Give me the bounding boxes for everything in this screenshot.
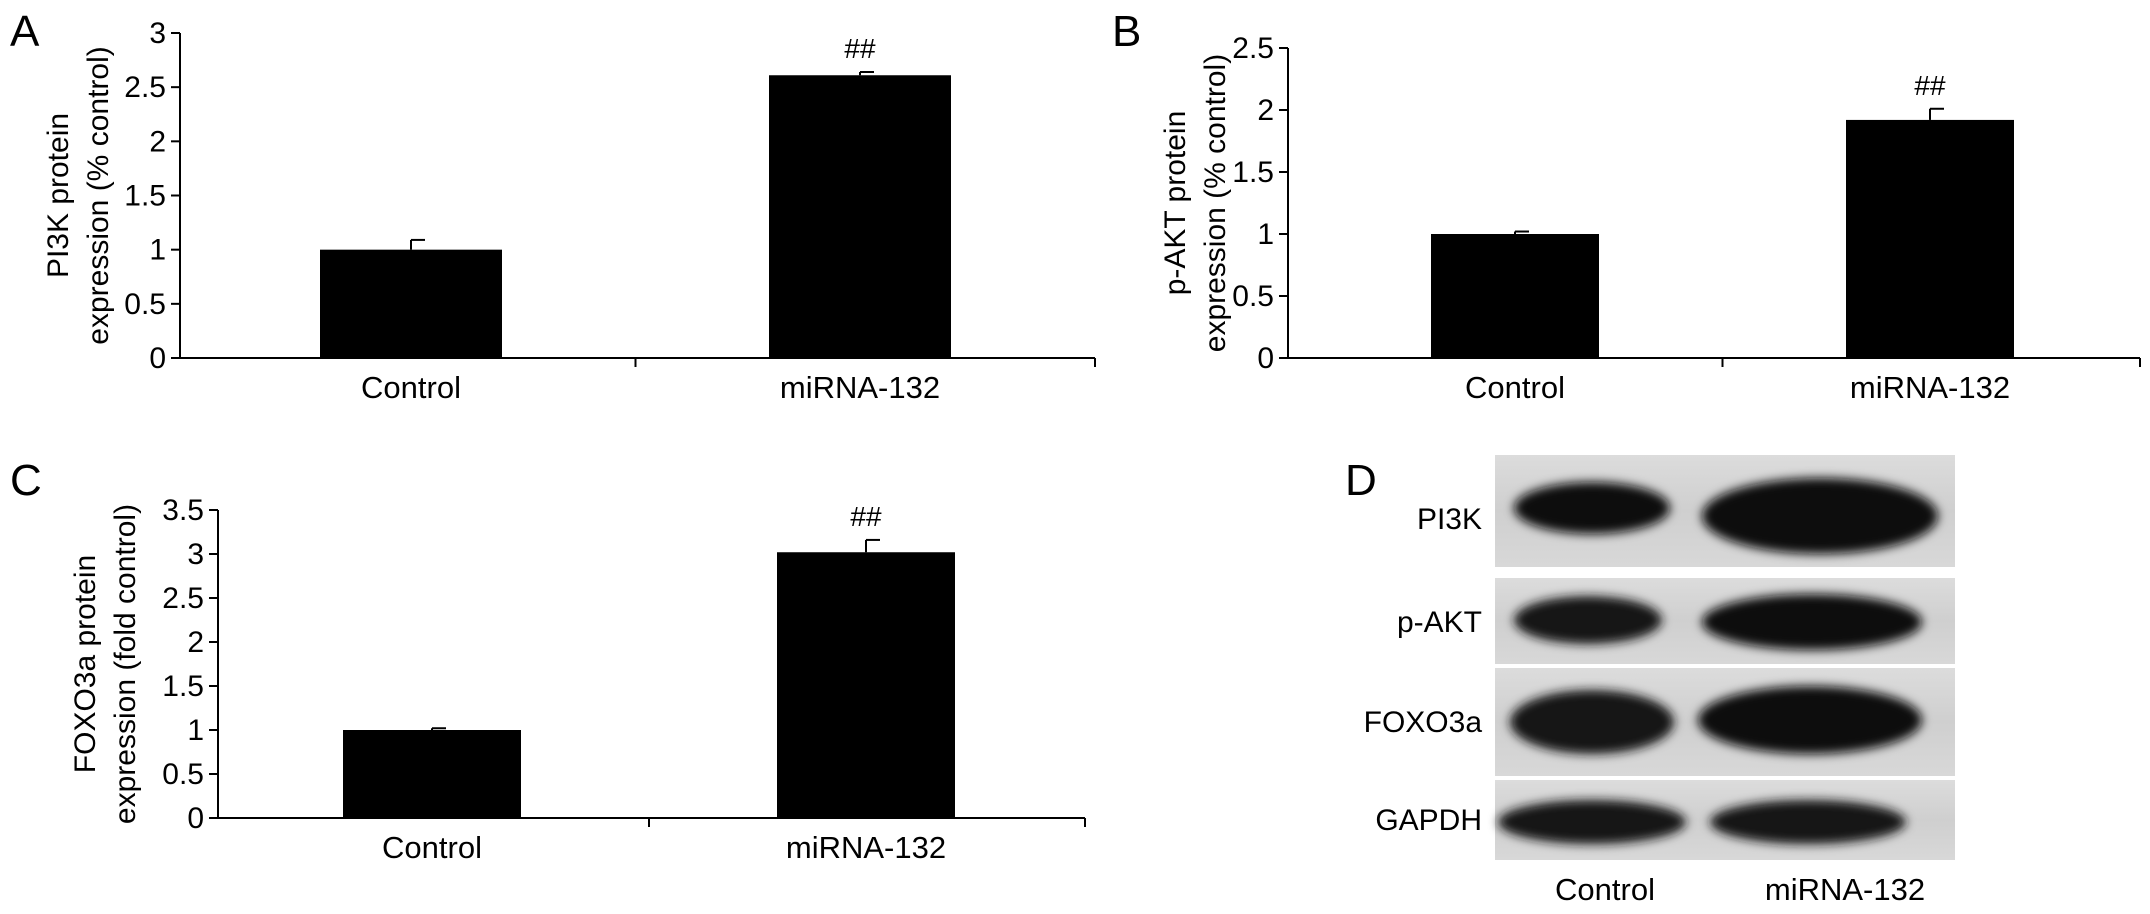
- y-tick-label-a: 2.5: [124, 71, 166, 104]
- y-tick-label-c: 3: [187, 538, 204, 571]
- category-label-b-0: Control: [1465, 370, 1565, 405]
- y-tick-label-c: 2: [187, 626, 204, 659]
- blot-lane-mirna132: miRNA-132: [1765, 872, 1925, 907]
- category-label-a-1: miRNA-132: [780, 370, 940, 405]
- band-pi3k-mirna132: [1702, 478, 1938, 554]
- y-tick-label-a: 2: [149, 125, 166, 158]
- blot-label-foxo3a: FOXO3a: [1364, 706, 1483, 739]
- y-axis-label-c-line2: expression (fold control): [109, 504, 142, 824]
- significance-label-b-1: ##: [1914, 70, 1946, 101]
- bar-a-1: [769, 75, 951, 358]
- y-tick-label-c: 1: [187, 714, 204, 747]
- blot-label-pakt: p-AKT: [1397, 606, 1482, 639]
- y-axis-label-a-line2: expression (% control): [82, 46, 115, 344]
- y-tick-label-c: 1.5: [162, 670, 204, 703]
- western-blot-panel: PI3K p-AKT FOXO3a GAPDH Control miRNA-13…: [1364, 455, 1955, 907]
- blot-label-gapdh: GAPDH: [1375, 804, 1482, 837]
- y-tick-label-a: 1: [149, 234, 166, 267]
- y-axis-label-b-line2: expression (% control): [1199, 54, 1232, 352]
- y-tick-label-b: 0.5: [1232, 280, 1274, 313]
- panel-letter-c: C: [10, 456, 42, 505]
- y-tick-label-b: 1.5: [1232, 156, 1274, 189]
- category-label-b-1: miRNA-132: [1850, 370, 2010, 405]
- panel-letter-a: A: [10, 7, 40, 56]
- band-pakt-mirna132: [1702, 594, 1922, 650]
- band-pakt-control: [1514, 596, 1662, 644]
- y-axis-label-a-line1: PI3K protein: [42, 113, 75, 278]
- y-tick-label-b: 2: [1257, 94, 1274, 127]
- chart-panel-a: 0 0.5 1 1.5 2 2.5 3 Control ## miRNA-132 PI3K prot…: [42, 17, 1096, 405]
- y-tick-label-b: 2.5: [1232, 32, 1274, 65]
- panel-letter-d: D: [1345, 456, 1377, 505]
- y-tick-label-a: 3: [149, 17, 166, 50]
- bar-a-0: [320, 249, 502, 358]
- band-foxo3a-mirna132: [1698, 686, 1922, 754]
- y-tick-label-c: 3.5: [162, 494, 204, 527]
- bar-c-1: [777, 552, 955, 818]
- y-tick-label-c: 0: [187, 802, 204, 835]
- y-tick-label-c: 2.5: [162, 582, 204, 615]
- y-tick-label-a: 0: [149, 342, 166, 375]
- y-tick-label-c: 0.5: [162, 758, 204, 791]
- y-tick-label-a: 1.5: [124, 180, 166, 213]
- y-axis-label-b-line1: p-AKT protein: [1159, 111, 1192, 296]
- panel-letter-b: B: [1112, 7, 1141, 56]
- category-label-c-0: Control: [382, 830, 482, 865]
- significance-label-c-1: ##: [850, 501, 882, 532]
- blot-label-pi3k: PI3K: [1417, 503, 1482, 536]
- y-tick-label-b: 0: [1257, 342, 1274, 375]
- category-label-c-1: miRNA-132: [786, 830, 946, 865]
- bar-b-1: [1846, 119, 2014, 358]
- chart-panel-c: 0 0.5 1 1.5 2 2.5 3 3.5 Control ## miRNA-132 FOXO3a…: [69, 494, 1086, 865]
- category-label-a-0: Control: [361, 370, 461, 405]
- y-tick-label-a: 0.5: [124, 288, 166, 321]
- y-axis-label-c-line1: FOXO3a protein: [69, 555, 102, 773]
- chart-panel-b: 0 0.5 1 1.5 2 2.5 Control ## miRNA-132 p-AKT prot…: [1159, 32, 2141, 405]
- bar-c-0: [343, 730, 521, 818]
- bar-b-0: [1431, 234, 1599, 358]
- significance-label-a-1: ##: [844, 33, 876, 64]
- blot-lane-control: Control: [1555, 872, 1655, 907]
- band-gapdh-control: [1498, 800, 1686, 844]
- band-foxo3a-control: [1510, 690, 1674, 754]
- band-gapdh-mirna132: [1710, 800, 1906, 844]
- y-tick-label-b: 1: [1257, 218, 1274, 251]
- band-pi3k-control: [1514, 482, 1670, 534]
